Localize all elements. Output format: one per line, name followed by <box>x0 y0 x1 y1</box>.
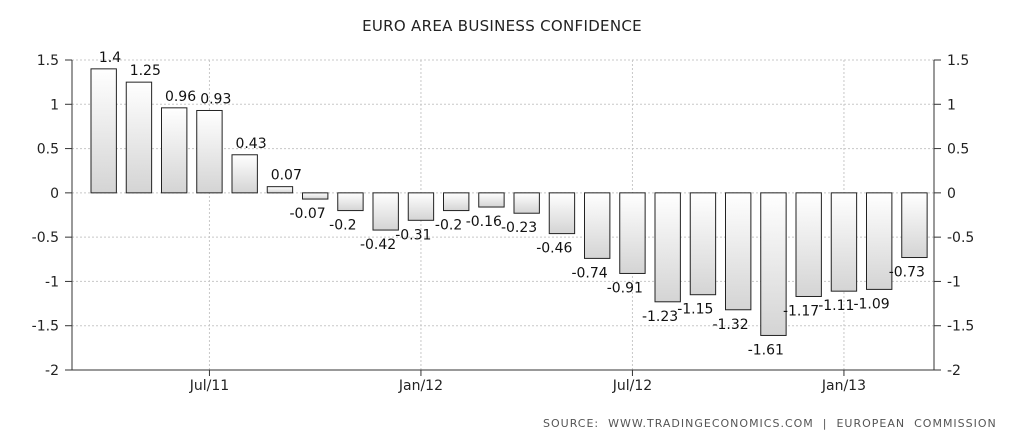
bar <box>337 192 364 212</box>
bar <box>619 192 646 274</box>
bar <box>795 192 822 297</box>
bar <box>830 192 858 292</box>
bar <box>231 154 258 194</box>
data-label: -0.16 <box>466 214 502 230</box>
data-label: -1.15 <box>677 302 713 318</box>
x-tick-label: Jan/12 <box>398 378 443 394</box>
bar <box>478 192 505 208</box>
bar <box>407 192 435 221</box>
data-label: 0.93 <box>200 91 231 107</box>
data-label: -0.91 <box>607 280 643 296</box>
bar <box>548 192 576 235</box>
data-label: -1.32 <box>712 317 748 333</box>
y-tick-label-right: 0 <box>947 186 956 202</box>
data-label: -0.73 <box>889 265 925 281</box>
data-label: -0.07 <box>289 206 325 222</box>
bar <box>443 192 470 212</box>
data-label: -0.46 <box>536 241 572 257</box>
bar <box>302 192 329 200</box>
y-tick-label-left: -1.5 <box>32 319 59 335</box>
y-tick-label-left: 1 <box>50 97 59 113</box>
data-label: 1.25 <box>130 63 161 79</box>
data-label: -0.23 <box>501 220 537 236</box>
y-tick-label-left: -2 <box>45 363 59 379</box>
bar <box>725 192 752 311</box>
data-label: -0.2 <box>435 218 462 234</box>
data-label: -1.09 <box>853 296 889 312</box>
bar <box>584 192 611 259</box>
bar <box>866 192 893 290</box>
data-label: 1.4 <box>99 50 121 66</box>
y-tick-label-right: 1.5 <box>947 53 969 69</box>
y-tick-label-left: -1 <box>45 274 59 290</box>
data-label: -1.11 <box>818 298 854 314</box>
data-labels: 1.41.250.96 0.930.430.07-0.07-0.2-0.42-0.… <box>99 50 925 359</box>
bar <box>125 81 153 194</box>
data-label: -0.42 <box>360 237 396 253</box>
axes: 1.5 1.5 1 1 0.5 0.5 0 0 -0.5 -0.5 -1 -1 -1.5 -1.5 -2 -2… <box>32 53 975 394</box>
bar <box>90 68 117 194</box>
x-tick-label: Jul/12 <box>612 378 652 394</box>
data-label: -0.74 <box>571 265 607 281</box>
data-label: 0.96 <box>165 89 196 105</box>
bar <box>161 107 188 194</box>
chart-title: EURO AREA BUSINESS CONFIDENCE <box>362 17 642 35</box>
bar <box>760 192 787 336</box>
data-label: 0.43 <box>235 136 266 152</box>
data-label: -0.31 <box>395 227 431 243</box>
y-tick-label-right: -2 <box>947 363 961 379</box>
bar <box>372 192 399 231</box>
bar <box>654 192 681 303</box>
y-tick-label-left: 0.5 <box>37 142 59 158</box>
bar <box>689 192 717 296</box>
bar <box>266 186 294 194</box>
bar <box>196 109 223 194</box>
y-tick-label-left: 1.5 <box>37 53 59 69</box>
y-tick-label-left: -0.5 <box>32 230 59 246</box>
bars <box>90 68 928 336</box>
bar <box>901 192 928 259</box>
x-tick-label: Jul/11 <box>189 378 229 394</box>
y-tick-label-right: -1.5 <box>947 319 974 335</box>
source-note: SOURCE: WWW.TRADINGECONOMICS.COM | EUROP… <box>543 417 997 430</box>
data-label: -0.2 <box>329 218 356 234</box>
y-tick-label-right: -0.5 <box>947 230 974 246</box>
y-tick-label-right: 1 <box>947 97 956 113</box>
data-label: -1.61 <box>748 342 784 358</box>
x-tick-label: Jan/13 <box>821 378 866 394</box>
y-tick-label-right: -1 <box>947 274 961 290</box>
data-label: -1.17 <box>783 303 819 319</box>
y-tick-label-left: 0 <box>50 186 59 202</box>
data-label: -1.23 <box>642 309 678 325</box>
data-label: 0.07 <box>271 168 302 184</box>
bar <box>513 192 540 214</box>
y-tick-label-right: 0.5 <box>947 142 969 158</box>
